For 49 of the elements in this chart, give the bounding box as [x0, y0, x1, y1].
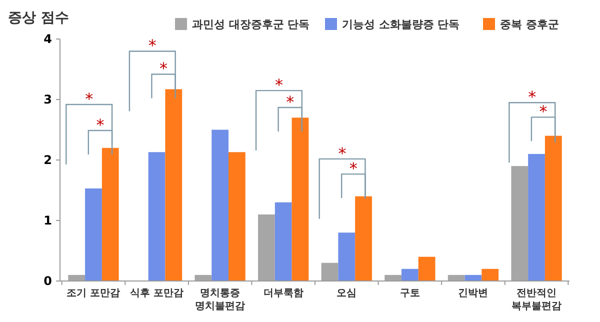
annotation: * [274, 76, 283, 95]
legend-label: 중복 증후군 [500, 18, 559, 31]
bar [292, 118, 309, 281]
bar [338, 232, 356, 281]
bar [68, 274, 86, 281]
bar [321, 262, 338, 281]
bar [418, 256, 436, 281]
x-tick-label: 긴박변 [458, 288, 488, 299]
y-tick-label: 3 [44, 92, 52, 107]
bar [102, 148, 119, 281]
legend-label: 기능성 소화불량증 단독 [342, 18, 460, 31]
annotation: * [96, 115, 104, 134]
bar [402, 268, 418, 281]
bar [448, 274, 465, 281]
bar [528, 154, 545, 281]
y-tick-label: 0 [44, 274, 52, 288]
bar [384, 274, 402, 281]
annotation: * [539, 102, 548, 122]
annotation: * [160, 59, 168, 78]
bar [258, 214, 275, 281]
bar [194, 274, 212, 281]
x-tick-label: 명치통증 명치불편감 [195, 288, 246, 312]
annotation: * [286, 92, 294, 112]
legend-label: 과민성 대장증후군 단독 [192, 18, 310, 31]
y-tick-label: 2 [44, 153, 52, 168]
x-tick-label: 전반적인 복부불편감 [512, 288, 562, 312]
y-tick-label: 1 [44, 214, 52, 228]
bar [482, 268, 499, 281]
annotation: * [349, 159, 358, 178]
bar [274, 202, 292, 281]
annotation: * [528, 88, 536, 107]
bar [212, 130, 228, 281]
chart-title: 증상 점수 [8, 10, 69, 26]
bar [85, 188, 102, 281]
annotation: * [85, 89, 94, 108]
bar [544, 136, 562, 281]
bar [511, 166, 528, 281]
x-tick-label: 구토 [400, 288, 420, 299]
bar [165, 89, 182, 281]
x-tick-label: 조기 포만감 [66, 288, 120, 299]
bar [148, 152, 166, 281]
bar [355, 196, 372, 281]
annotation: * [338, 144, 346, 163]
annotation: * [148, 36, 156, 56]
y-tick-label: 4 [44, 32, 52, 46]
bar [228, 152, 246, 281]
x-tick-label: 더부룩함 [263, 288, 304, 299]
x-tick-label: 오심 [336, 288, 357, 299]
x-tick-label: 식후 포만감 [130, 288, 184, 299]
